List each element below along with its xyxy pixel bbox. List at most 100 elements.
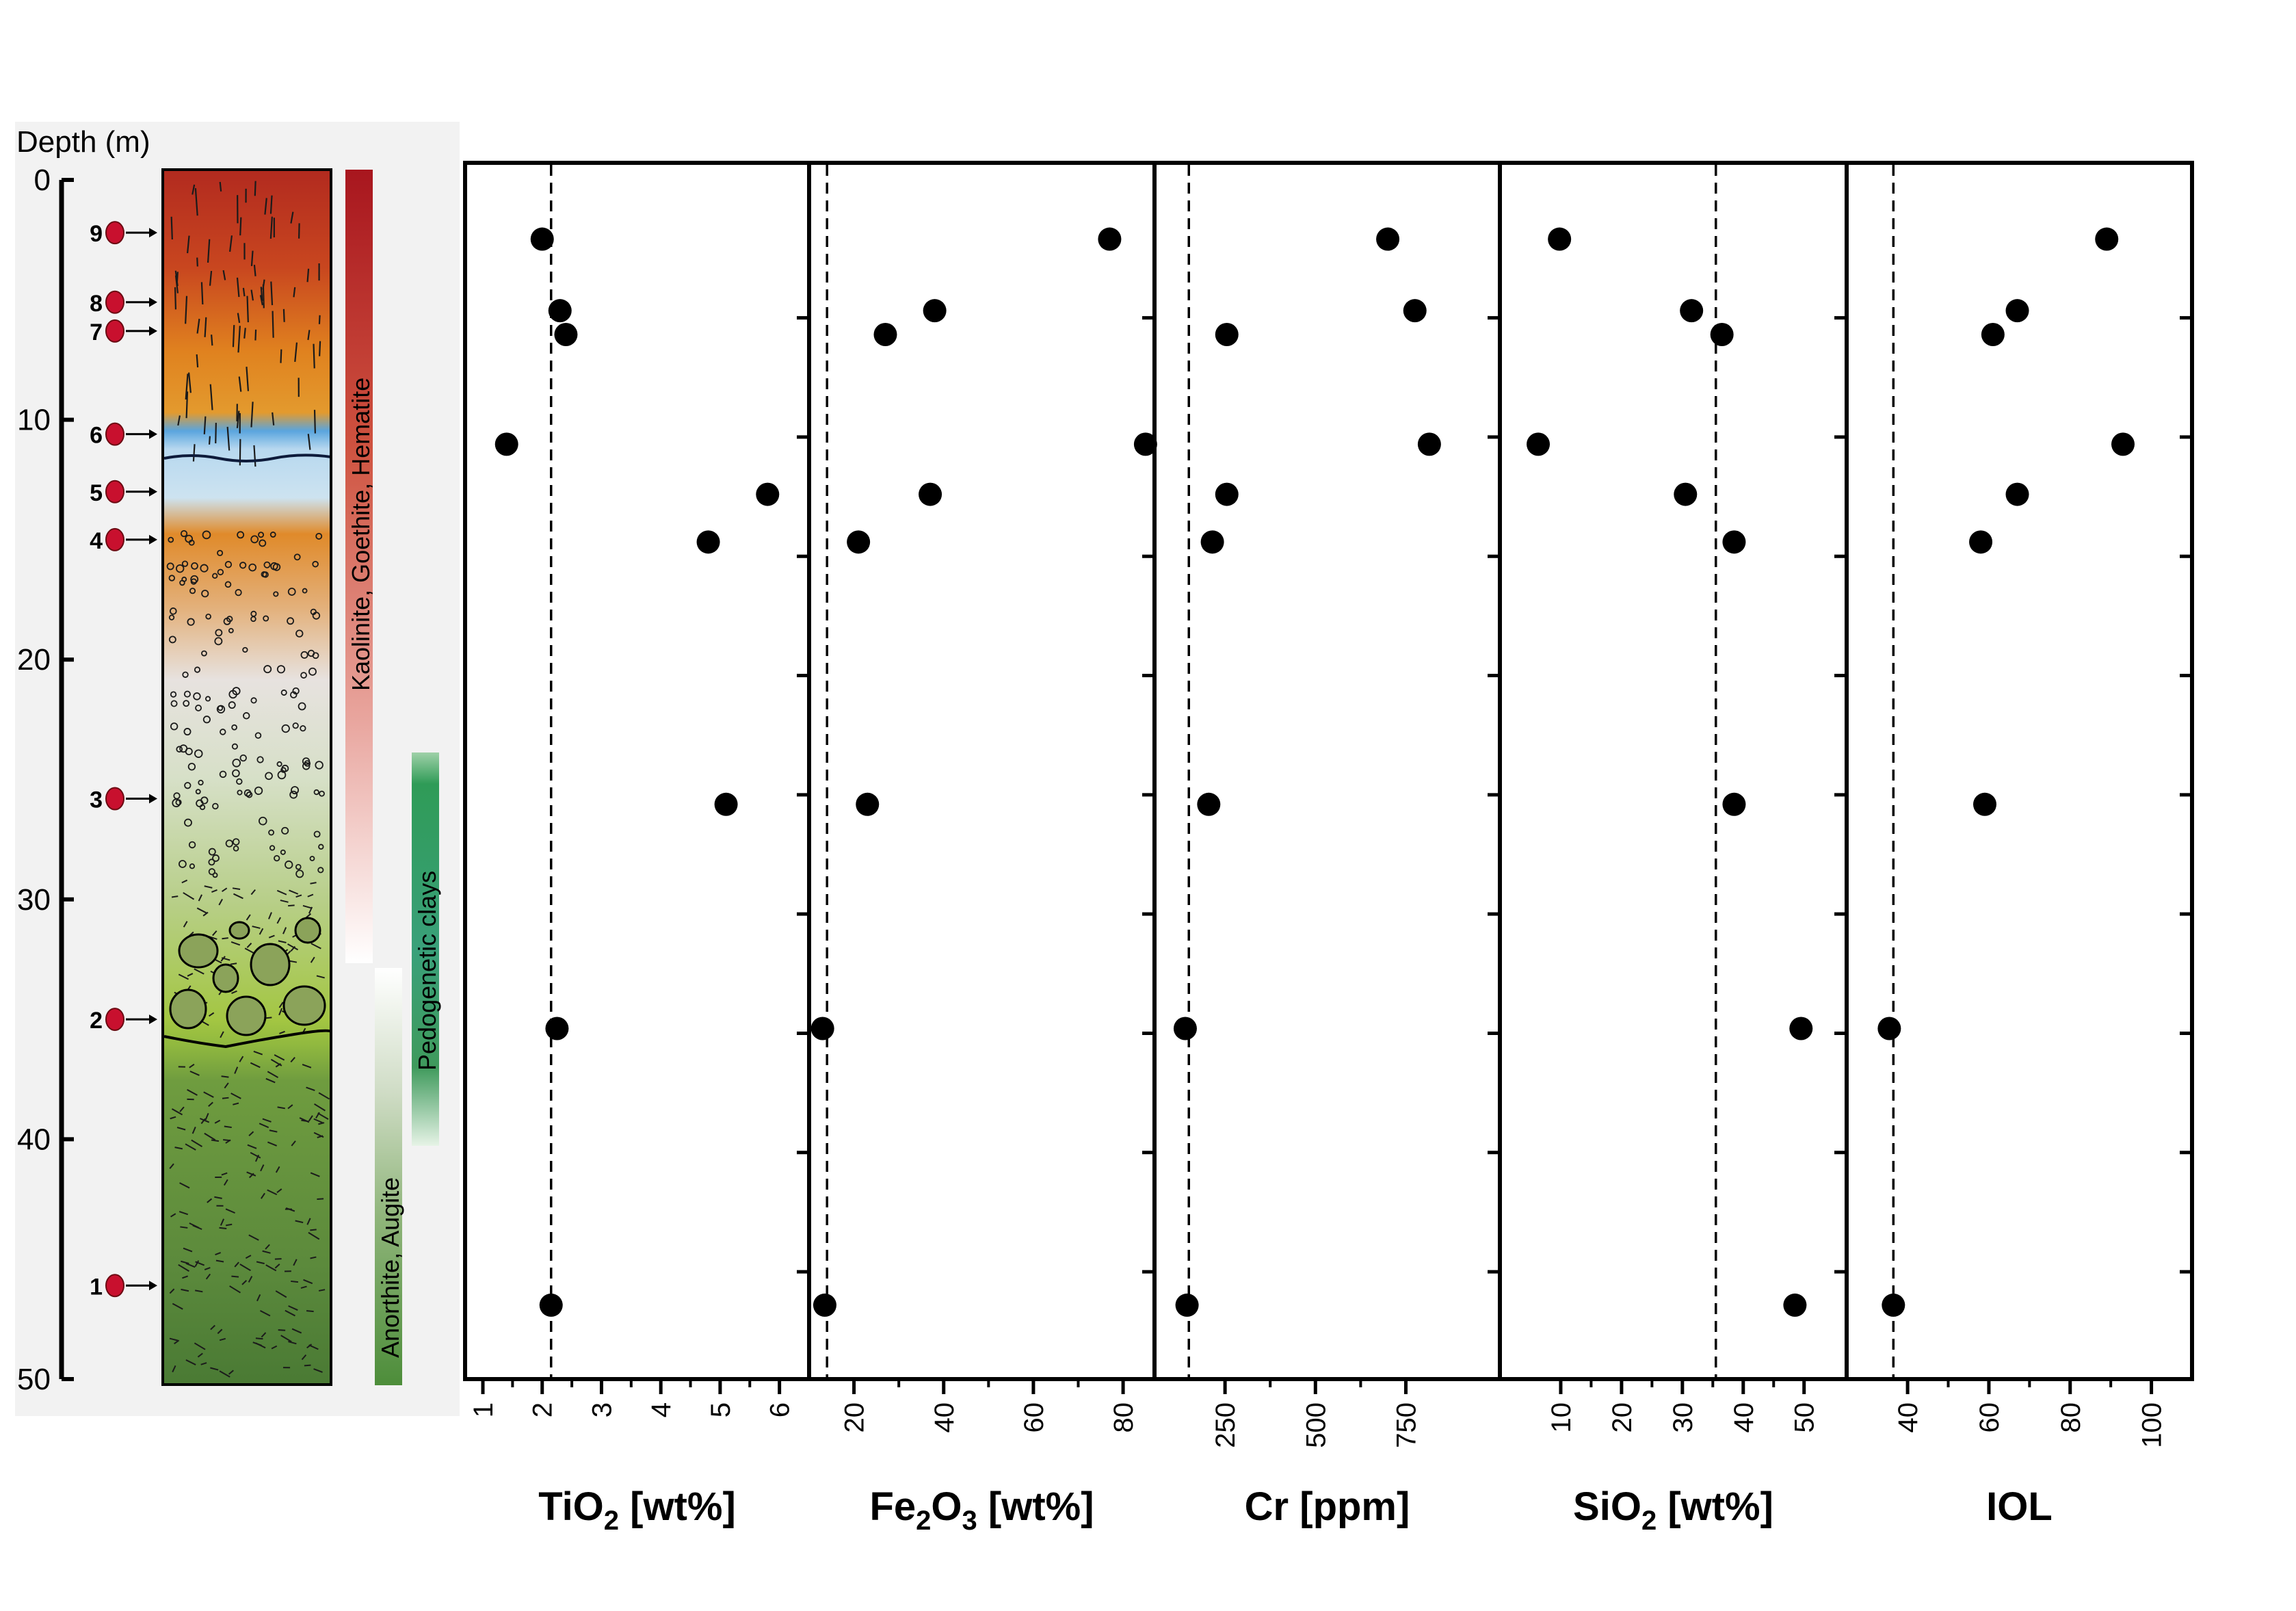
texture-mark (302, 904, 312, 909)
texture-mark (308, 1344, 319, 1350)
texture-mark (277, 1106, 285, 1110)
texture-mark (239, 1056, 244, 1062)
texture-mark (260, 1192, 265, 1199)
texture-mark (181, 1288, 189, 1292)
sample-markers: 1 2 3 4 5 6 78 9 (90, 221, 157, 1300)
texture-mark (208, 868, 215, 876)
texture-mark (313, 1118, 324, 1124)
boulder (178, 933, 219, 969)
texture-mark (232, 887, 241, 890)
texture-mark (313, 1368, 323, 1373)
texture-mark (200, 1362, 207, 1365)
texture-mark (219, 181, 222, 192)
texture-mark (291, 786, 300, 795)
depth-tick-label: 40 (17, 1123, 51, 1156)
texture-mark (204, 317, 207, 337)
texture-mark (265, 1244, 270, 1250)
data-point (810, 1017, 834, 1040)
texture-mark (181, 1260, 189, 1265)
texture-mark (215, 629, 223, 637)
texture-mark (259, 1310, 271, 1317)
texture-mark (187, 973, 194, 977)
panel-4: 40 60 80 100 IOL (1845, 161, 2194, 1529)
texture-mark (302, 757, 311, 765)
texture-mark (262, 279, 265, 290)
texture-mark (217, 568, 224, 576)
texture-mark (246, 367, 250, 391)
texture-mark (181, 560, 189, 567)
mineral-bar-kaolinite (345, 170, 373, 963)
texture-mark (276, 761, 282, 767)
texture-mark (195, 1289, 203, 1293)
texture-mark (194, 749, 203, 758)
texture-mark (276, 1188, 282, 1194)
axis-title-subscript: 2 (604, 1506, 619, 1536)
soil-texture-marks (166, 181, 330, 1378)
texture-mark (302, 1064, 312, 1069)
texture-mark (254, 329, 257, 341)
texture-mark (288, 1341, 297, 1345)
texture-mark (220, 729, 226, 735)
texture-mark (241, 1280, 248, 1285)
texture-mark (208, 1012, 215, 1017)
panel-axis-title: Cr [ppm] (1245, 1484, 1410, 1529)
texture-mark (191, 562, 198, 570)
texture-mark (256, 1294, 261, 1302)
texture-mark (309, 856, 315, 861)
texture-mark (174, 287, 177, 310)
texture-mark (280, 1335, 292, 1343)
texture-mark (215, 1259, 224, 1263)
texture-mark (232, 758, 241, 768)
texture-mark (267, 1141, 278, 1147)
texture-mark (181, 879, 188, 884)
texture-mark (205, 613, 211, 620)
texture-mark (201, 650, 207, 657)
texture-mark (289, 790, 298, 799)
texture-mark (317, 1112, 329, 1121)
sample-label: 4 (90, 528, 103, 554)
sample-arrowhead (149, 534, 157, 545)
texture-mark (306, 913, 312, 919)
texture-mark (202, 530, 211, 540)
texture-mark (265, 1077, 276, 1084)
data-point (1527, 432, 1551, 456)
texture-mark (237, 313, 241, 324)
data-point (1973, 792, 1996, 816)
texture-mark (274, 1263, 280, 1269)
data-point (847, 530, 871, 554)
texture-mark (182, 1275, 188, 1279)
data-point (1877, 1017, 1901, 1040)
data-point (2111, 432, 2135, 456)
x-tick-label: 20 (1607, 1402, 1637, 1433)
texture-mark (261, 1332, 267, 1338)
texture-mark (183, 700, 190, 707)
texture-mark (225, 1208, 235, 1214)
texture-mark (183, 892, 195, 900)
texture-mark (295, 1220, 304, 1224)
data-point (856, 792, 880, 816)
panel-axis-title: Fe2O3 [wt%] (869, 1484, 1094, 1536)
texture-mark (317, 867, 324, 874)
axis-title-part: O (931, 1484, 962, 1529)
texture-mark (209, 384, 213, 410)
texture-mark (248, 563, 257, 572)
texture-mark (219, 1337, 226, 1341)
texture-mark (259, 1123, 269, 1129)
texture-mark (236, 778, 243, 785)
texture-mark (268, 829, 275, 836)
texture-mark (180, 1226, 188, 1229)
texture-mark (239, 754, 247, 762)
texture-mark (201, 590, 209, 598)
texture-mark (211, 889, 217, 893)
texture-mark (200, 564, 209, 573)
data-point (1722, 530, 1746, 554)
texture-mark (225, 839, 233, 848)
texture-mark (172, 1365, 176, 1373)
data-point (1674, 482, 1698, 506)
texture-mark (196, 354, 199, 368)
texture-mark (183, 921, 188, 928)
texture-mark (224, 561, 233, 568)
texture-mark (250, 697, 257, 704)
data-point (1680, 299, 1704, 323)
x-tick-label: 6 (765, 1402, 795, 1417)
